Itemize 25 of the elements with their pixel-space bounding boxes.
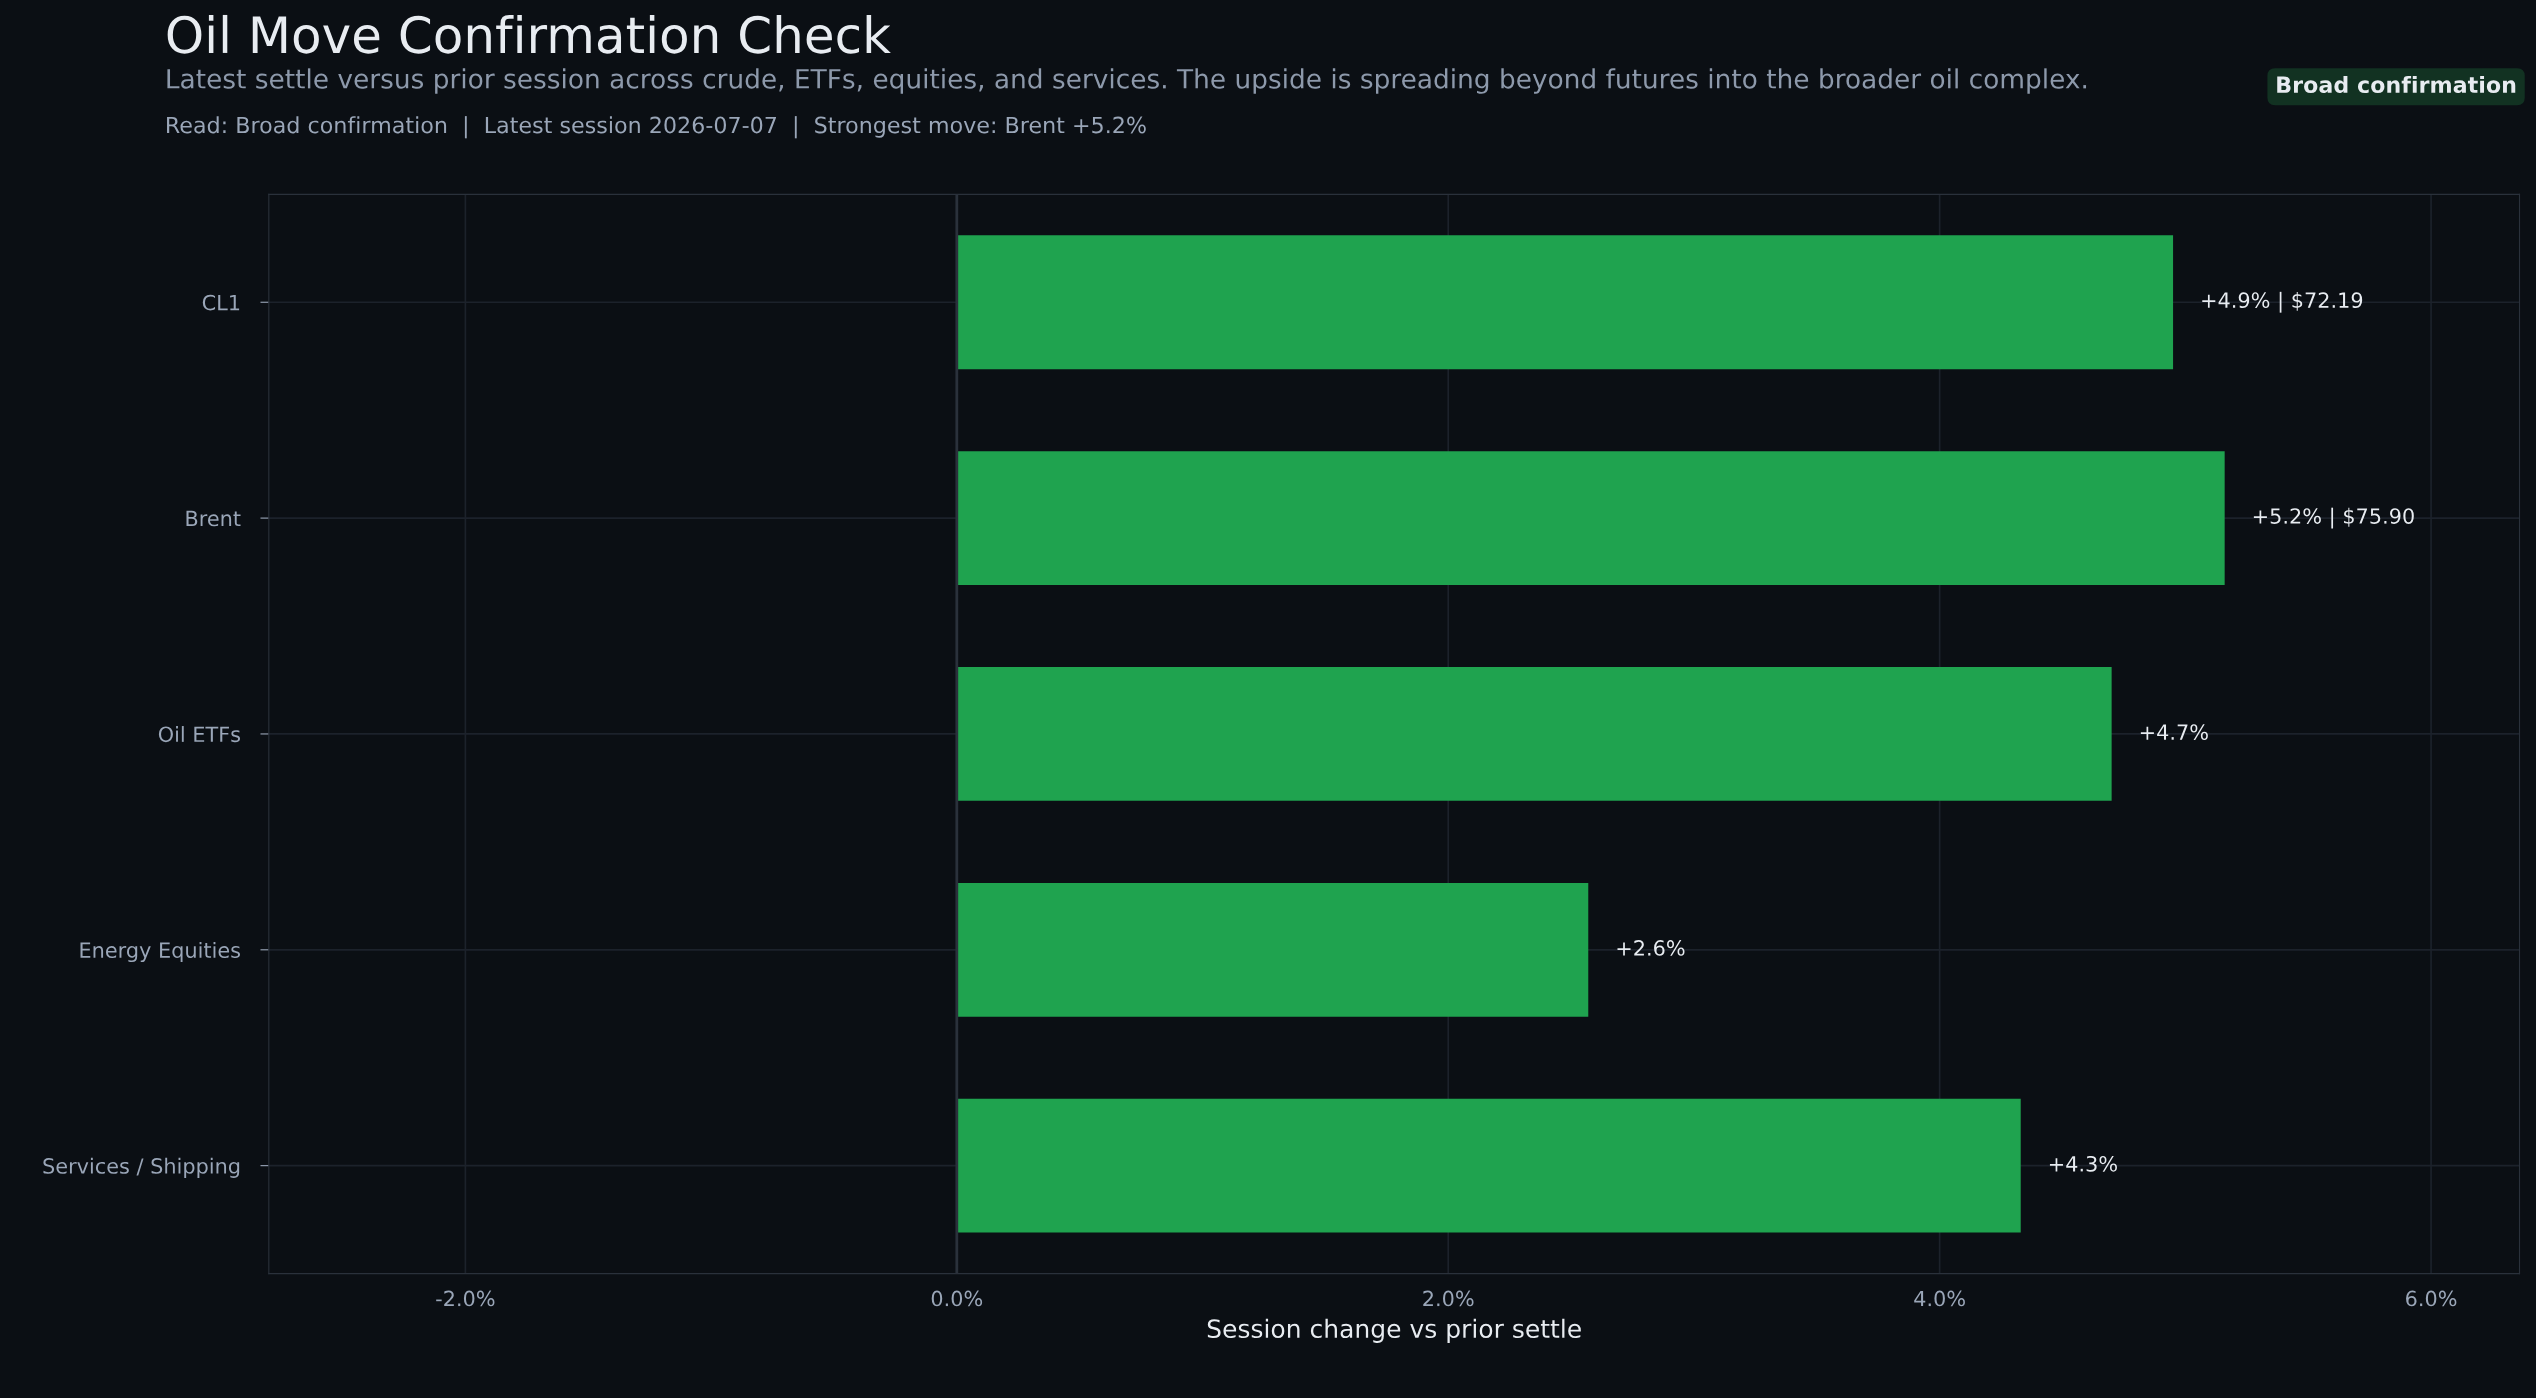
chart-title: Oil Move Confirmation Check	[167, 14, 891, 54]
bar	[956, 882, 1589, 1017]
y-tick-label: CL1	[202, 294, 240, 311]
bar	[956, 451, 2225, 586]
text: Broad confirmation	[2277, 75, 2516, 94]
x-tick-label: 6.0%	[2406, 1290, 2457, 1307]
y-tick-label: Energy Equities	[80, 941, 241, 963]
bar	[956, 1098, 2021, 1233]
y-tick-label: Brent	[186, 510, 241, 527]
data-label: +4.3%	[2049, 1155, 2117, 1172]
y-tick-label: Services / Shipping	[43, 1157, 240, 1178]
text: Read: Broad confirmation | Latest session 2026-07-07 | Strongest move: Brent +5.2%	[167, 116, 1146, 139]
x-axis-title: Session change vs prior settle	[1207, 1318, 1581, 1343]
x-tick-label: -2.0%	[436, 1290, 495, 1307]
bar	[956, 667, 2112, 801]
x-tick-label: 0.0%	[931, 1290, 983, 1307]
x-tick-label: 2.0%	[1423, 1290, 1474, 1307]
data-label: +4.7%	[2140, 724, 2208, 740]
chart-subtitle: Latest settle versus prior session across crude, ETFs, equities, and services. The upside is spreading beyond futures into the broader oil complex.	[167, 68, 2087, 94]
data-label: +4.9% | $72.19	[2202, 291, 2363, 313]
bar	[956, 235, 2174, 370]
y-tick-label: Oil ETFs	[158, 726, 241, 743]
data-label: +2.6%	[1617, 940, 1685, 956]
x-tick-label: 4.0%	[1914, 1290, 1965, 1307]
data-label: +5.2% | $75.90	[2253, 507, 2414, 529]
